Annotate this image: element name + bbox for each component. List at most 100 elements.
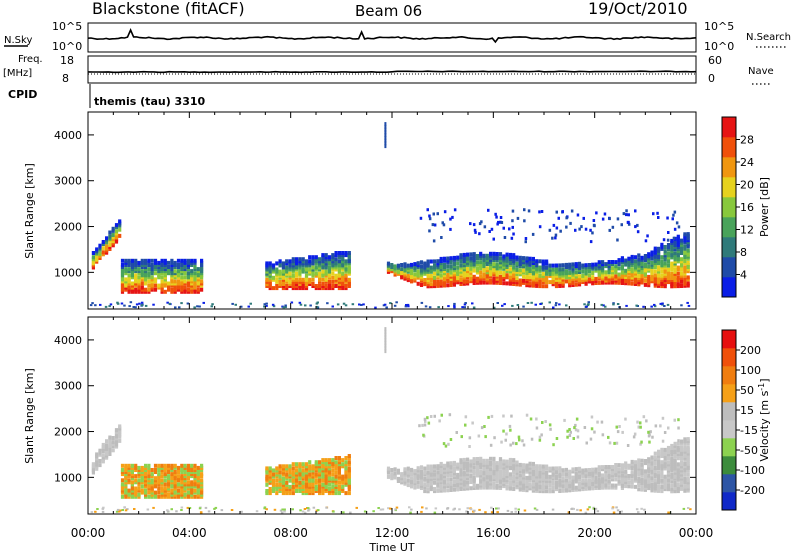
- power-cell: [595, 211, 598, 215]
- velocity-cell: [627, 465, 631, 470]
- power-cell: [423, 265, 427, 270]
- power-cell: [653, 246, 657, 251]
- velocity-cell: [95, 466, 99, 471]
- velocity-cell: [610, 485, 615, 490]
- velocity-cell: [170, 508, 173, 511]
- power-cell: [321, 282, 325, 286]
- power-cell: [304, 279, 309, 284]
- velocity-cell: [301, 491, 305, 496]
- velocity-cell: [130, 492, 134, 497]
- power-cell: [635, 304, 638, 307]
- velocity-cell: [673, 441, 677, 446]
- velocity-cell: [426, 489, 430, 494]
- power-cell: [386, 263, 391, 268]
- power-cell: [633, 259, 638, 264]
- velocity-cell: [265, 470, 269, 475]
- velocity-cell: [446, 477, 450, 482]
- velocity-cell: [475, 471, 480, 476]
- power-cell: [584, 227, 588, 231]
- velocity-cell: [406, 478, 410, 483]
- power-cell: [505, 258, 509, 263]
- power-cell: [559, 229, 562, 233]
- velocity-cell: [111, 436, 115, 440]
- power-cell: [442, 273, 447, 278]
- velocity-cell: [620, 483, 624, 488]
- power-cell: [610, 280, 615, 285]
- power-cell: [502, 226, 505, 230]
- velocity-cell: [508, 424, 512, 428]
- power-cell: [657, 216, 660, 219]
- velocity-cell: [512, 466, 516, 471]
- velocity-cell: [601, 465, 605, 470]
- velocity-cell: [278, 470, 282, 475]
- power-cell: [304, 275, 309, 280]
- velocity-cell: [137, 482, 141, 487]
- velocity-cell: [304, 470, 309, 475]
- power-cell: [624, 262, 628, 267]
- velocity-cell: [442, 474, 447, 479]
- velocity-cell: [137, 468, 141, 472]
- power-cell: [331, 286, 335, 291]
- power-cell: [616, 303, 620, 305]
- power-cell: [429, 282, 433, 287]
- power-cell: [557, 216, 560, 220]
- velocity-cell: [268, 480, 272, 485]
- velocity-cell: [456, 485, 460, 490]
- velocity-cell: [133, 508, 136, 510]
- power-cell: [157, 271, 161, 276]
- power-cell: [341, 265, 345, 270]
- velocity-cell: [285, 491, 289, 496]
- velocity-cell: [637, 481, 641, 486]
- velocity-cell: [121, 509, 124, 511]
- power-cell: [111, 235, 115, 240]
- velocity-cell: [548, 474, 552, 479]
- power-cell: [452, 255, 456, 260]
- velocity-cell: [676, 456, 680, 461]
- velocity-cell: [677, 426, 680, 430]
- velocity-cell: [528, 467, 532, 472]
- velocity-cell: [592, 507, 596, 510]
- velocity-cell: [492, 458, 496, 463]
- power-cell: [650, 275, 654, 280]
- power-cell: [114, 235, 119, 240]
- power-cell: [620, 278, 624, 283]
- velocity-cell: [515, 472, 519, 477]
- velocity-cell: [396, 476, 400, 481]
- velocity-cell: [436, 470, 440, 475]
- power-cell: [686, 240, 690, 245]
- velocity-cell: [196, 492, 200, 497]
- velocity-cell: [510, 511, 513, 513]
- colorbar-tick-label: 8: [740, 246, 747, 259]
- power-cell: [630, 275, 634, 280]
- velocity-cell: [334, 480, 338, 485]
- power-cell: [183, 285, 187, 290]
- power-cell: [523, 219, 526, 223]
- velocity-cell: [419, 479, 424, 484]
- velocity-cell: [390, 474, 394, 479]
- power-cell: [620, 264, 624, 269]
- power-cell: [400, 275, 404, 280]
- velocity-cell: [574, 473, 578, 478]
- colorbar-segment: [722, 197, 736, 218]
- power-cell: [512, 273, 516, 278]
- velocity-cell: [173, 463, 177, 468]
- velocity-cell: [442, 470, 447, 474]
- velocity-cell: [571, 477, 575, 482]
- power-cell: [644, 239, 648, 243]
- power-cell: [630, 261, 634, 266]
- velocity-cell: [561, 488, 565, 493]
- power-cell: [193, 283, 197, 288]
- power-cell: [505, 275, 509, 280]
- velocity-cell: [118, 426, 122, 431]
- power-cell: [516, 304, 520, 306]
- power-cell: [426, 265, 430, 270]
- power-cell: [324, 259, 328, 264]
- velocity-cell: [386, 474, 391, 479]
- velocity-cell: [278, 474, 282, 479]
- velocity-cell: [200, 488, 204, 493]
- power-cell: [660, 242, 664, 247]
- power-cell: [406, 303, 410, 306]
- velocity-cell: [591, 480, 595, 485]
- power-cell: [304, 261, 309, 266]
- power-cell: [653, 269, 657, 274]
